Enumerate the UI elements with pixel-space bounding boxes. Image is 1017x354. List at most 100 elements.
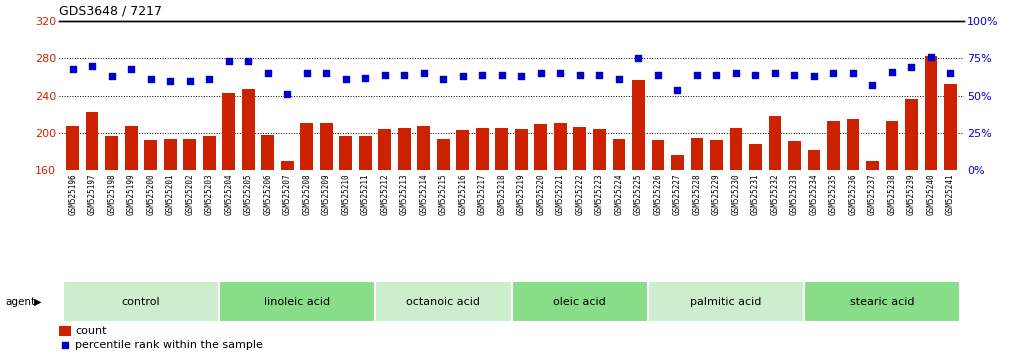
Text: GSM525196: GSM525196: [68, 173, 77, 215]
Point: [318, 70, 335, 76]
Bar: [378, 129, 392, 170]
Bar: [652, 140, 664, 170]
Text: GSM525204: GSM525204: [224, 173, 233, 215]
Point: [903, 64, 919, 70]
Bar: [593, 129, 606, 170]
Point: [64, 66, 80, 72]
Bar: [202, 136, 216, 170]
Point: [533, 70, 549, 76]
Bar: [535, 124, 547, 170]
Text: percentile rank within the sample: percentile rank within the sample: [75, 339, 262, 350]
Point: [943, 70, 959, 76]
Bar: [223, 93, 235, 170]
Bar: [648, 281, 804, 322]
Bar: [924, 56, 938, 170]
Bar: [300, 124, 313, 170]
Text: GSM525199: GSM525199: [127, 173, 135, 215]
Bar: [375, 281, 512, 322]
Bar: [671, 155, 683, 170]
Bar: [574, 127, 586, 170]
Point: [669, 87, 685, 92]
Bar: [769, 116, 781, 170]
Point: [747, 72, 764, 78]
Text: GSM525208: GSM525208: [302, 173, 311, 215]
Point: [123, 66, 139, 72]
Bar: [261, 135, 274, 170]
Point: [474, 72, 490, 78]
Bar: [59, 326, 71, 336]
Text: GSM525216: GSM525216: [459, 173, 467, 215]
Point: [201, 76, 218, 82]
Bar: [691, 138, 703, 170]
Text: GSM525223: GSM525223: [595, 173, 604, 215]
Text: GSM525214: GSM525214: [419, 173, 428, 215]
Point: [591, 72, 607, 78]
Text: GSM525231: GSM525231: [751, 173, 760, 215]
Bar: [320, 124, 333, 170]
Bar: [515, 129, 528, 170]
Bar: [905, 99, 917, 170]
Point: [631, 56, 647, 61]
Point: [376, 72, 393, 78]
Point: [552, 70, 569, 76]
Bar: [85, 112, 99, 170]
Text: octanoic acid: octanoic acid: [406, 297, 480, 307]
Bar: [457, 130, 469, 170]
Bar: [219, 281, 375, 322]
Text: GSM525241: GSM525241: [946, 173, 955, 215]
Point: [455, 73, 471, 79]
Bar: [632, 80, 645, 170]
Text: GSM525218: GSM525218: [497, 173, 506, 215]
Point: [259, 70, 276, 76]
Text: agent: agent: [5, 297, 36, 307]
Bar: [398, 128, 411, 170]
Text: GSM525240: GSM525240: [926, 173, 936, 215]
Point: [397, 72, 413, 78]
Point: [493, 72, 510, 78]
Bar: [788, 141, 800, 170]
Point: [221, 58, 237, 64]
Text: GSM525210: GSM525210: [342, 173, 350, 215]
Point: [142, 76, 159, 82]
Bar: [66, 126, 79, 170]
Text: GSM525198: GSM525198: [107, 173, 116, 215]
Point: [357, 75, 373, 81]
Bar: [846, 119, 859, 170]
Text: GSM525230: GSM525230: [731, 173, 740, 215]
Bar: [242, 89, 254, 170]
Point: [84, 63, 101, 69]
Bar: [827, 121, 840, 170]
Point: [240, 58, 256, 64]
Point: [845, 70, 861, 76]
Text: stearic acid: stearic acid: [850, 297, 914, 307]
Text: GSM525211: GSM525211: [361, 173, 370, 215]
Bar: [944, 84, 957, 170]
Text: GSM525224: GSM525224: [614, 173, 623, 215]
Bar: [63, 281, 219, 322]
Bar: [183, 139, 196, 170]
Text: GSM525206: GSM525206: [263, 173, 273, 215]
Bar: [886, 121, 898, 170]
Text: GSM525219: GSM525219: [517, 173, 526, 215]
Text: GSM525202: GSM525202: [185, 173, 194, 215]
Text: GSM525225: GSM525225: [634, 173, 643, 215]
Bar: [437, 139, 450, 170]
Text: GSM525237: GSM525237: [868, 173, 877, 215]
Point: [922, 54, 939, 60]
Point: [287, 281, 303, 287]
Point: [884, 69, 900, 75]
Text: GSM525229: GSM525229: [712, 173, 721, 215]
Point: [689, 72, 705, 78]
Text: GSM525213: GSM525213: [400, 173, 409, 215]
Point: [104, 73, 120, 79]
Point: [279, 91, 295, 97]
Bar: [729, 128, 742, 170]
Bar: [144, 140, 157, 170]
Text: GSM525203: GSM525203: [204, 173, 214, 215]
Text: GSM525201: GSM525201: [166, 173, 175, 215]
Point: [435, 76, 452, 82]
Point: [708, 72, 724, 78]
Bar: [710, 140, 723, 170]
Point: [825, 70, 841, 76]
Text: GSM525217: GSM525217: [478, 173, 487, 215]
